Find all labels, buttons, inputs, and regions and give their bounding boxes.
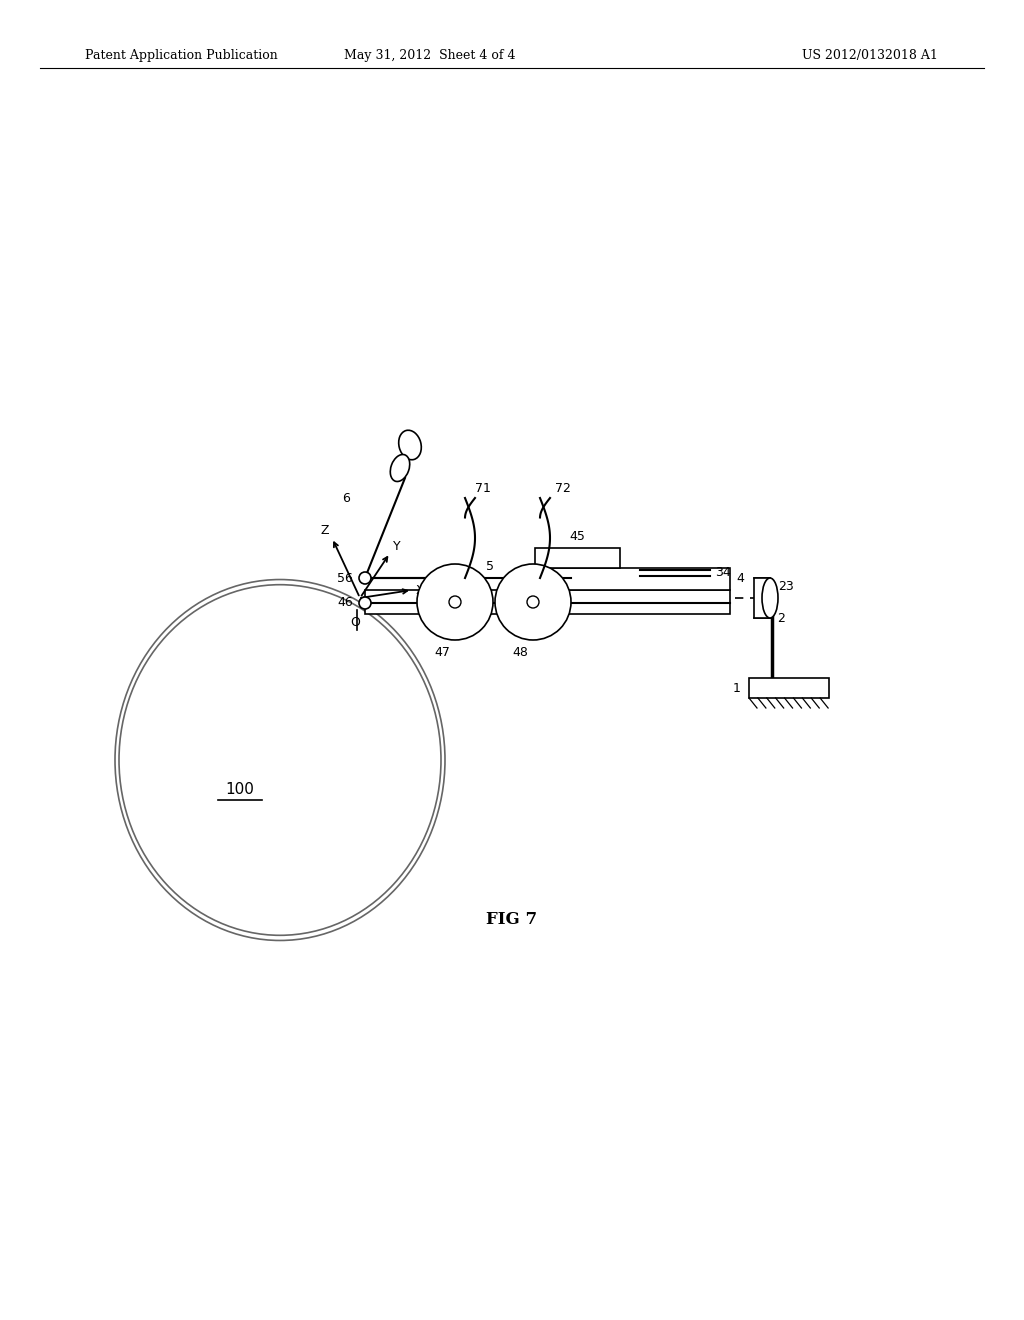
Text: 2: 2 <box>777 611 784 624</box>
Text: 4: 4 <box>736 573 743 586</box>
Text: 45: 45 <box>569 531 585 543</box>
Text: 100: 100 <box>225 783 254 797</box>
Ellipse shape <box>390 454 410 482</box>
Bar <box>365 590 730 614</box>
Text: 23: 23 <box>778 579 794 593</box>
Ellipse shape <box>762 578 778 618</box>
Text: 6: 6 <box>342 491 350 504</box>
Text: May 31, 2012  Sheet 4 of 4: May 31, 2012 Sheet 4 of 4 <box>344 49 516 62</box>
Text: 56: 56 <box>337 572 353 585</box>
Text: Patent Application Publication: Patent Application Publication <box>85 49 278 62</box>
Text: 71: 71 <box>475 482 490 495</box>
Text: 1: 1 <box>733 681 741 694</box>
Text: US 2012/0132018 A1: US 2012/0132018 A1 <box>802 49 938 62</box>
Circle shape <box>495 564 571 640</box>
Text: 47: 47 <box>434 645 450 659</box>
Text: 72: 72 <box>555 482 570 495</box>
Circle shape <box>449 597 461 609</box>
Ellipse shape <box>398 430 421 459</box>
Circle shape <box>359 572 371 583</box>
Text: X: X <box>416 583 424 597</box>
Text: 34: 34 <box>715 566 731 579</box>
Text: O: O <box>350 616 360 630</box>
Bar <box>535 548 620 568</box>
Text: 46: 46 <box>337 597 353 610</box>
Text: 5: 5 <box>486 560 494 573</box>
Bar <box>754 578 770 618</box>
Text: 48: 48 <box>512 645 528 659</box>
Circle shape <box>417 564 493 640</box>
Text: Y: Y <box>393 540 400 553</box>
Circle shape <box>359 597 371 609</box>
Text: Z: Z <box>321 524 330 536</box>
Text: FIG 7: FIG 7 <box>486 912 538 928</box>
Bar <box>528 568 730 590</box>
Circle shape <box>527 597 539 609</box>
Text: A: A <box>359 601 367 610</box>
Bar <box>749 678 829 698</box>
Text: 3: 3 <box>546 618 554 631</box>
